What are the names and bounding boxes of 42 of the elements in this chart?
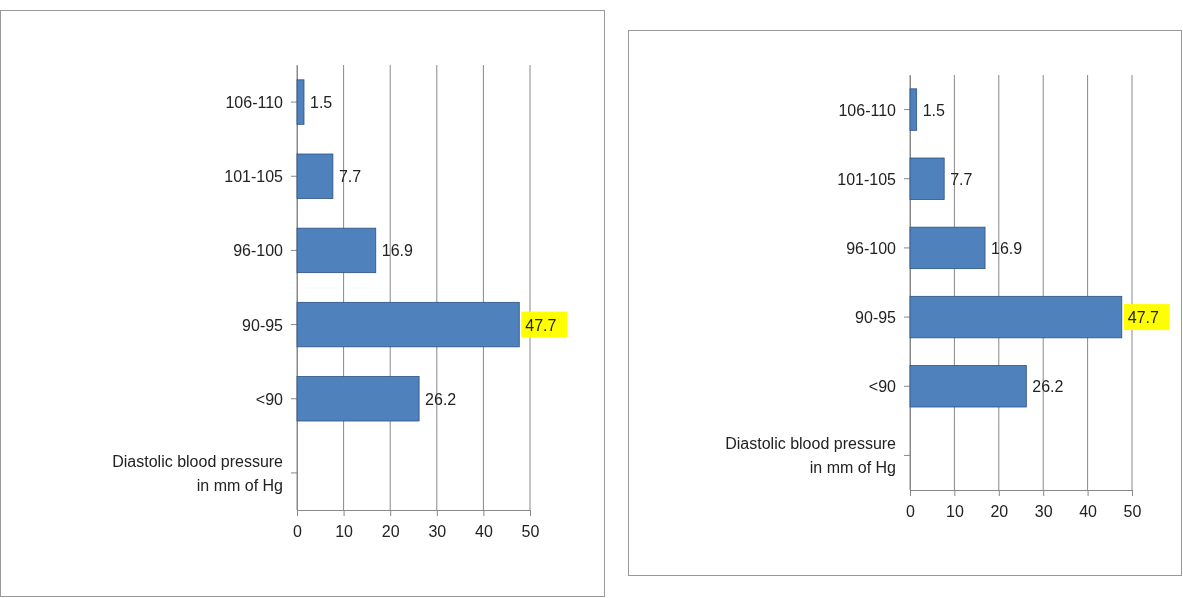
data-label: 1.5 [309,94,333,112]
x-tick-label: 30 [428,522,447,540]
y-tick-label: 90-95 [242,316,284,334]
x-tick-label: 10 [335,522,354,540]
data-label: 16.9 [991,239,1023,257]
y-tick-label: <90 [868,378,897,396]
x-tick-label: 30 [1034,502,1053,520]
data-label: 47.7 [1127,309,1160,327]
bar [296,376,420,422]
y-tick-label: Diastolic blood pressure in mm of Hg [112,452,284,494]
y-tick-label: 96-100 [233,242,284,260]
x-tick-label: 50 [521,522,540,540]
data-label: 7.7 [338,168,362,186]
x-tick-label: 20 [990,502,1009,520]
data-label: 26.2 [1032,378,1064,396]
y-tick-label: 101-105 [837,170,897,188]
bar [909,365,1027,408]
x-tick-label: 0 [906,502,916,520]
y-tick-label: 96-100 [846,239,897,257]
x-tick-label: 40 [475,522,493,540]
data-label: 1.5 [922,101,945,119]
x-tick-label: 0 [293,522,303,540]
bar [909,157,945,200]
x-tick-label: 20 [381,522,400,540]
data-label: 7.7 [950,170,973,188]
data-label: 26.2 [425,390,457,408]
data-label: 47.7 [525,316,557,334]
y-tick-label: Diastolic blood pressure in mm of Hg [725,435,897,477]
bar [296,153,334,199]
y-tick-label: 106-110 [225,94,284,112]
x-tick-label: 10 [946,502,964,520]
bar [296,79,305,125]
bar [909,88,918,131]
y-tick-label: 101-105 [224,168,284,186]
y-tick-label: 90-95 [855,309,897,327]
x-tick-label: 50 [1123,502,1142,520]
y-tick-label: <90 [255,390,284,408]
bar [296,227,377,274]
x-tick-label: 40 [1079,502,1098,520]
bar [909,226,986,270]
data-label: 16.9 [381,242,413,260]
y-tick-label: 106-110 [838,101,897,119]
